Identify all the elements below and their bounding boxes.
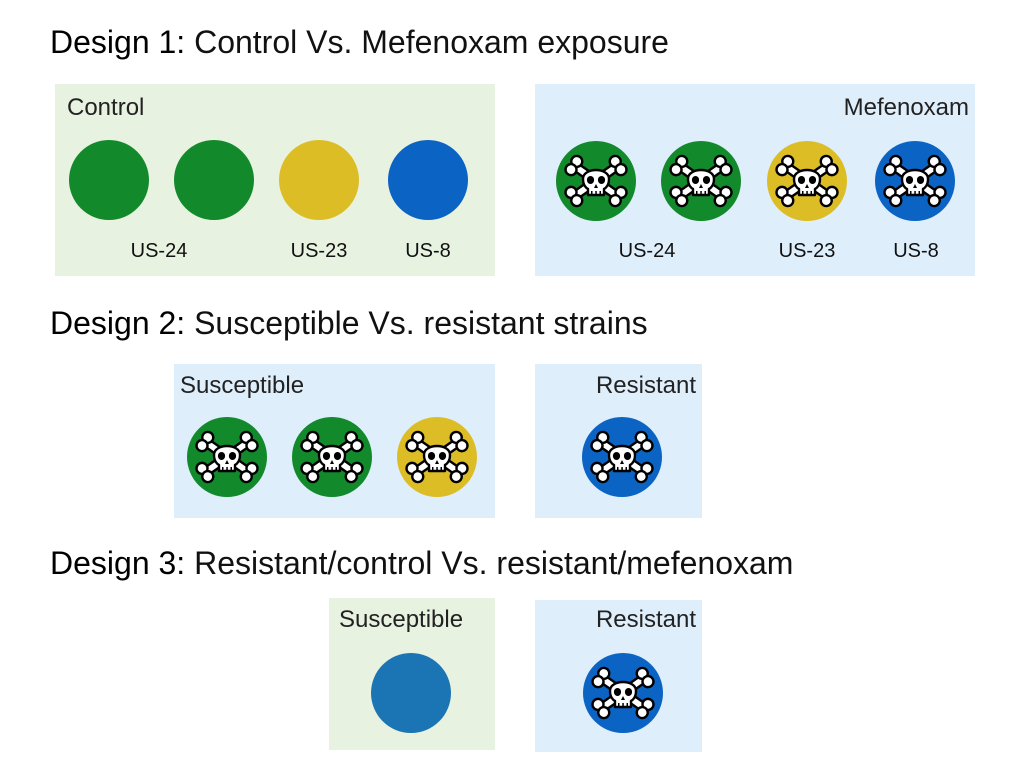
susceptible-strain-3 [397, 417, 477, 497]
resistant-panel-label: Resistant [595, 372, 696, 399]
skull-crossbones-icon [875, 141, 955, 221]
design-2-resistant-panel: Resistant [535, 364, 702, 518]
mefenoxam-panel-label: Mefenoxam [843, 94, 969, 121]
design-3-susceptible-panel: Susceptible [329, 598, 495, 750]
design-2-title: Susceptible Vs. resistant strains [185, 305, 648, 341]
susceptible-panel-label: Susceptible [180, 372, 305, 399]
skull-crossbones-icon [661, 141, 741, 221]
design-3-title: Resistant/control Vs. resistant/mefenoxa… [185, 545, 794, 581]
design-1-control-panel: Control US-24 US-23 US-8 [55, 84, 495, 276]
susceptible-strain-1 [187, 417, 267, 497]
design-2-prefix: Design 2: [50, 305, 186, 341]
strain-label-us8: US-8 [405, 240, 451, 262]
skull-crossbones-icon [397, 417, 477, 497]
skull-crossbones-icon [583, 653, 663, 733]
design-1-title: Control Vs. Mefenoxam exposure [185, 24, 669, 60]
design-1-mefenoxam-panel: Mefenoxam [535, 84, 975, 276]
design-3-resistant-label: Resistant [595, 606, 696, 633]
design-3-heading: Design 3: Resistant/control Vs. resistan… [50, 543, 793, 583]
strain-label-us23: US-23 [290, 240, 348, 262]
treated-strain-us24 [556, 141, 636, 221]
design-3-prefix: Design 3: [50, 545, 186, 581]
resistant-mefenoxam-strain [583, 653, 663, 733]
treated-strain-label-us23: US-23 [778, 240, 836, 262]
design-1-prefix: Design 1: [50, 24, 186, 60]
treated-strain-label-us8: US-8 [893, 240, 939, 262]
design-2-heading: Design 2: Susceptible Vs. resistant stra… [50, 303, 648, 343]
susceptible-strain-2 [292, 417, 372, 497]
skull-crossbones-icon [767, 141, 847, 221]
resistant-strain [582, 417, 662, 497]
design-1-heading: Design 1: Control Vs. Mefenoxam exposure [50, 22, 669, 62]
strain-circle-us23 [279, 140, 359, 220]
strain-circle-us24 [69, 140, 149, 220]
control-panel-label: Control [67, 94, 145, 121]
design-2-susceptible-panel: Susceptible [174, 364, 495, 518]
skull-crossbones-icon [556, 141, 636, 221]
strain-label-us24: US-24 [130, 240, 188, 262]
resistant-control-strain [371, 653, 451, 733]
skull-crossbones-icon [292, 417, 372, 497]
treated-strain-us8 [875, 141, 955, 221]
skull-crossbones-icon [582, 417, 662, 497]
treated-strain-label-us24: US-24 [618, 240, 676, 262]
design-3-resistant-panel: Resistant [535, 600, 702, 752]
strain-circle-us24-replicate [174, 140, 254, 220]
skull-crossbones-icon [187, 417, 267, 497]
treated-strain-us23 [767, 141, 847, 221]
treated-strain-us24-replicate [661, 141, 741, 221]
strain-circle-us8 [388, 140, 468, 220]
design-3-susceptible-label: Susceptible [339, 606, 464, 633]
